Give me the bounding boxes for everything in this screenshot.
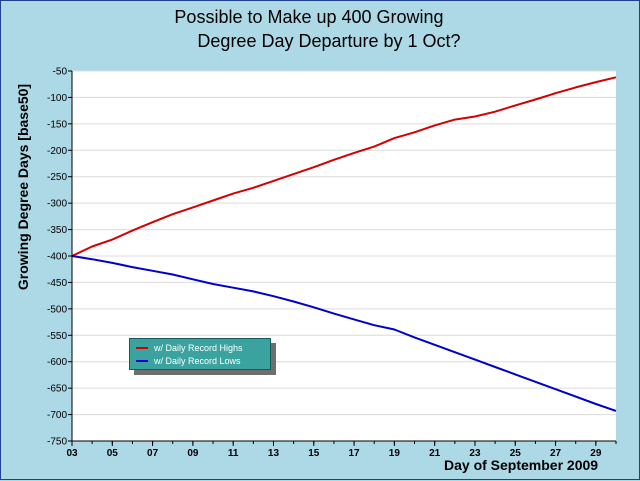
x-axis-label: Day of September 2009	[444, 457, 599, 473]
y-tick-label: -350	[47, 225, 67, 236]
x-tick-label: 07	[147, 448, 159, 459]
x-tick-label: 05	[107, 448, 119, 459]
x-tick-label: 25	[510, 448, 522, 459]
y-tick-label: -100	[47, 93, 67, 104]
x-tick-label: 09	[187, 448, 199, 459]
x-tick-label: 03	[66, 448, 78, 459]
y-tick-label: -250	[47, 172, 67, 183]
x-tick-label: 23	[469, 448, 481, 459]
x-tick-label: 19	[389, 448, 401, 459]
y-tick-label: -750	[47, 437, 67, 448]
legend-label-highs: w/ Daily Record Highs	[154, 343, 243, 353]
chart-title-line-1: Possible to Make up 400 Growing	[174, 7, 444, 27]
chart-title-line-2: Degree Day Departure by 1 Oct?	[197, 31, 461, 51]
y-tick-label: -50	[53, 67, 68, 78]
legend-label-lows: w/ Daily Record Lows	[154, 356, 241, 366]
x-tick-label: 17	[349, 448, 361, 459]
series-line-record-highs	[71, 76, 617, 257]
y-tick-label: -450	[47, 278, 67, 289]
x-tick-label: 29	[590, 448, 602, 459]
legend-item-lows: w/ Daily Record Lows	[136, 355, 241, 367]
legend-swatch-lows	[136, 360, 148, 362]
y-tick-label: -400	[47, 252, 67, 263]
x-tick-label: 13	[268, 448, 280, 459]
series-line-record-lows	[71, 255, 617, 412]
y-tick-label: -650	[47, 384, 67, 395]
x-tick-label: 11	[228, 448, 239, 459]
x-tick-label: 15	[308, 448, 320, 459]
y-axis-label: Growing Degree Days [base50]	[15, 83, 31, 291]
x-tick-label: 27	[550, 448, 562, 459]
y-tick-label: -600	[47, 357, 67, 368]
legend-item-highs: w/ Daily Record Highs	[136, 342, 243, 354]
legend-swatch-highs	[136, 347, 148, 349]
y-tick-label: -150	[47, 119, 67, 130]
y-tick-label: -500	[47, 304, 67, 315]
y-tick-label: -550	[47, 331, 67, 342]
y-tick-label: -300	[47, 199, 67, 210]
y-axis-ticks: -50 -100 -150 -200 -250 -300 -350 -400 -450 -500 -…	[47, 67, 72, 448]
x-tick-label: 21	[429, 448, 441, 459]
series-lines	[71, 76, 617, 412]
y-tick-label: -200	[47, 146, 67, 157]
legend: w/ Daily Record Highs w/ Daily Record Lo…	[129, 338, 271, 370]
y-tick-label: -700	[47, 410, 67, 421]
x-axis-ticks: 03 05 07 09 11 13 15 17 19 21 23 25 27 29	[66, 441, 617, 459]
